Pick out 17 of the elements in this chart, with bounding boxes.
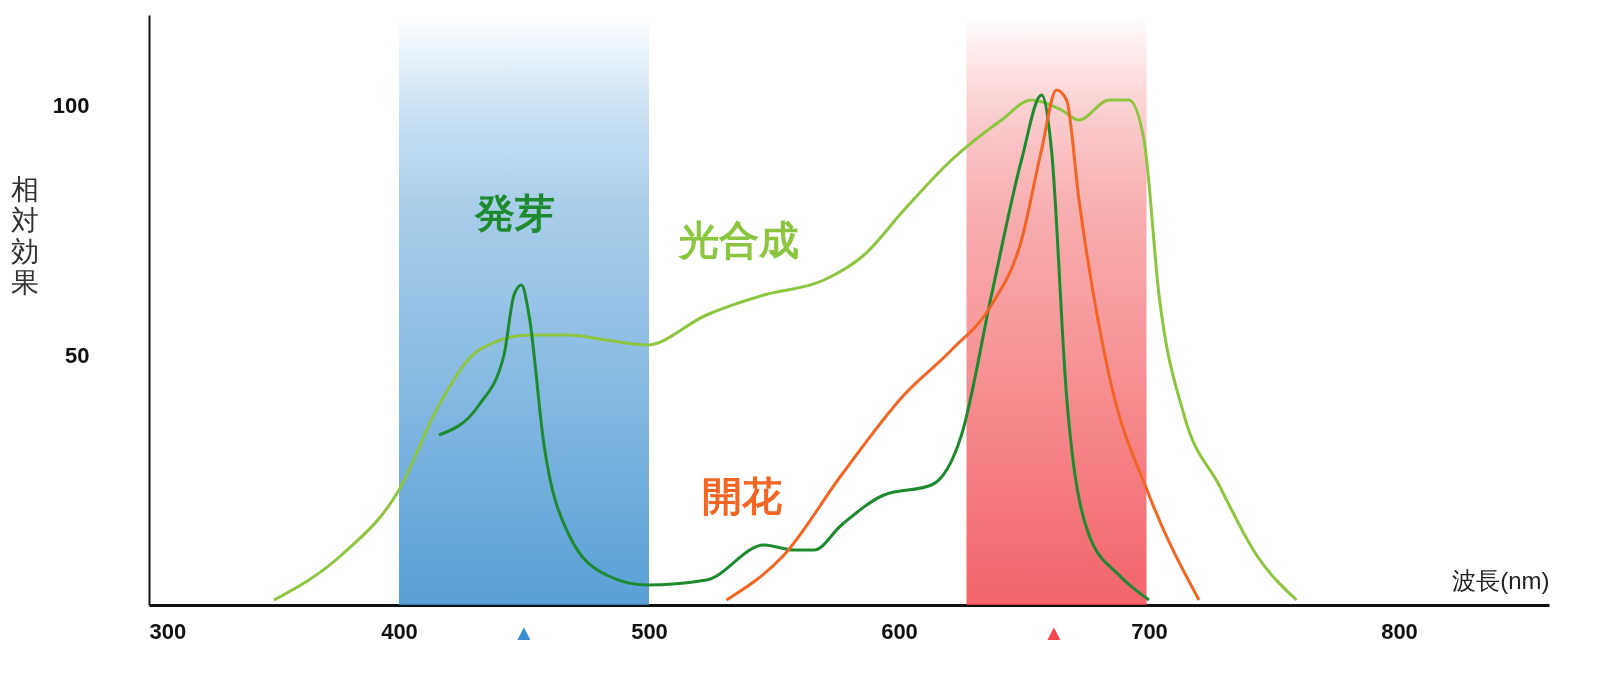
x-tick-label: 400 — [381, 618, 418, 644]
annotation: ▲ — [513, 620, 535, 645]
x-axis-title: 波長(nm) — [1452, 566, 1550, 594]
y-axis-title: 相対効果 — [10, 173, 39, 298]
line-series — [272, 98, 1298, 602]
line-series — [437, 93, 1151, 602]
annotation: ▲ — [1043, 620, 1065, 645]
series-label: 光合成 — [677, 218, 799, 262]
x-tick-label: 800 — [1381, 618, 1418, 644]
x-tick-label: 300 — [149, 618, 187, 644]
y-tick-label: 50 — [65, 342, 90, 368]
x-tick-label: 600 — [881, 618, 918, 644]
x-tick-label: 500 — [631, 618, 668, 644]
series-label: 発芽 — [473, 191, 555, 235]
x-tick-label: 700 — [1131, 618, 1168, 644]
y-tick-label: 100 — [52, 92, 90, 118]
series-label: 開花 — [701, 474, 782, 518]
